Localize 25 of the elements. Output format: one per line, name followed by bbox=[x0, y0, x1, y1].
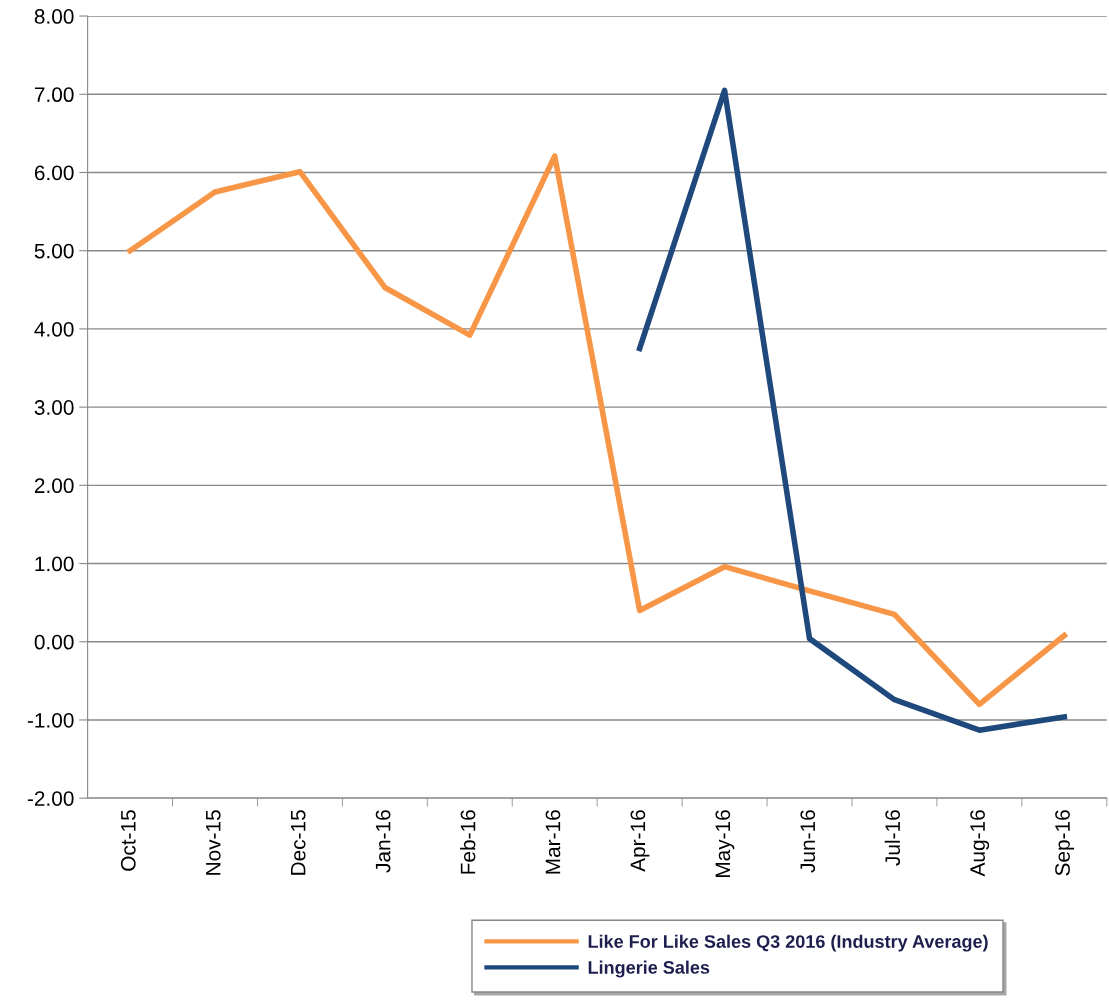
x-tick-label: Feb-16 bbox=[460, 810, 476, 874]
x-tick-label: Sep-16 bbox=[1055, 810, 1075, 876]
x-tick-label: Dec-15 bbox=[290, 810, 306, 875]
y-tick-label: 6.00 bbox=[34, 165, 74, 181]
x-tick-label: Apr-16 bbox=[630, 810, 650, 872]
y-tick-label: 0.00 bbox=[34, 634, 74, 650]
legend-label: Like For Like Sales Q3 2016 (Industry Average) bbox=[588, 934, 988, 952]
x-tick-label: Nov-15 bbox=[206, 810, 221, 875]
y-tick-label: 1.00 bbox=[35, 556, 74, 572]
legend-label: Lingerie Sales bbox=[588, 960, 710, 978]
y-tick-label: 2.00 bbox=[34, 478, 74, 494]
y-tick-label: 8.00 bbox=[34, 9, 74, 24]
x-tick-label: Oct-15 bbox=[120, 810, 136, 871]
x-tick-label: Aug-16 bbox=[970, 810, 990, 877]
y-tick-label: 4.00 bbox=[34, 321, 74, 337]
y-tick-label: 3.00 bbox=[34, 400, 74, 415]
x-tick-label: May-16 bbox=[715, 810, 735, 878]
y-tick-label: 7.00 bbox=[34, 87, 74, 103]
y-tick-label: -1.00 bbox=[27, 712, 74, 728]
x-tick-label: Mar-16 bbox=[545, 810, 561, 874]
y-tick-label: -2.00 bbox=[27, 791, 74, 806]
x-tick-label: Jun-16 bbox=[800, 810, 816, 873]
x-tick-label: Jan-16 bbox=[375, 810, 391, 873]
x-tick-label: Jul-16 bbox=[884, 810, 901, 866]
y-tick-label: 5.00 bbox=[34, 243, 74, 259]
